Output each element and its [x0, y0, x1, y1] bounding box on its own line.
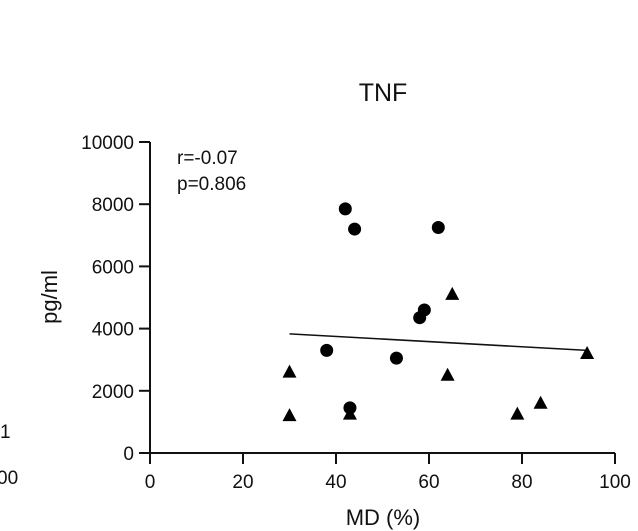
y-axis-title: pg/ml: [37, 270, 62, 324]
data-point-circle-3: [348, 222, 362, 236]
y-tick-label-0: 0: [123, 444, 134, 465]
left-edge-fragment-bottom: 00: [0, 468, 18, 489]
left-edge-fragment-top: 1: [0, 422, 11, 443]
x-tick-label-0: 0: [145, 472, 156, 493]
y-tick-label-2: 4000: [92, 320, 134, 341]
axes: 0 2000 4000 6000 8000 10000 0 20 40 60 80 100: [81, 133, 631, 493]
chart-title: TNF: [359, 79, 408, 107]
data-point-triangle-0: [282, 408, 297, 422]
y-tick-label-4: 8000: [92, 195, 134, 216]
x-tick-label-5: 100: [599, 472, 631, 493]
x-tick-label-2: 40: [325, 472, 346, 493]
y-tick-label-1: 2000: [92, 382, 134, 403]
x-tick-label-3: 60: [418, 472, 439, 493]
x-tick-label-1: 20: [232, 472, 253, 493]
data-point-triangle-3: [440, 367, 455, 381]
data-point-triangle-2: [342, 406, 357, 420]
y-tick-label-3: 6000: [92, 257, 134, 278]
y-tick-label-5: 10000: [81, 133, 134, 154]
data-point-circle-4: [389, 351, 403, 365]
data-point-circle-7: [431, 221, 445, 235]
regression-group: [289, 333, 588, 352]
x-tick-label-4: 80: [511, 472, 532, 493]
annotation-r: r=-0.07: [177, 148, 238, 169]
data-point-circle-6: [417, 303, 431, 317]
points-group: [282, 202, 595, 422]
data-point-triangle-5: [510, 406, 525, 420]
data-point-triangle-6: [533, 395, 548, 409]
data-point-triangle-1: [282, 364, 297, 378]
regression-line: [289, 333, 588, 352]
x-axis-title: MD (%): [346, 505, 421, 530]
annotation-p: p=0.806: [177, 174, 246, 195]
data-point-triangle-4: [445, 286, 460, 300]
data-point-triangle-7: [580, 345, 595, 359]
data-point-circle-1: [338, 202, 352, 216]
data-point-circle-0: [320, 343, 334, 357]
